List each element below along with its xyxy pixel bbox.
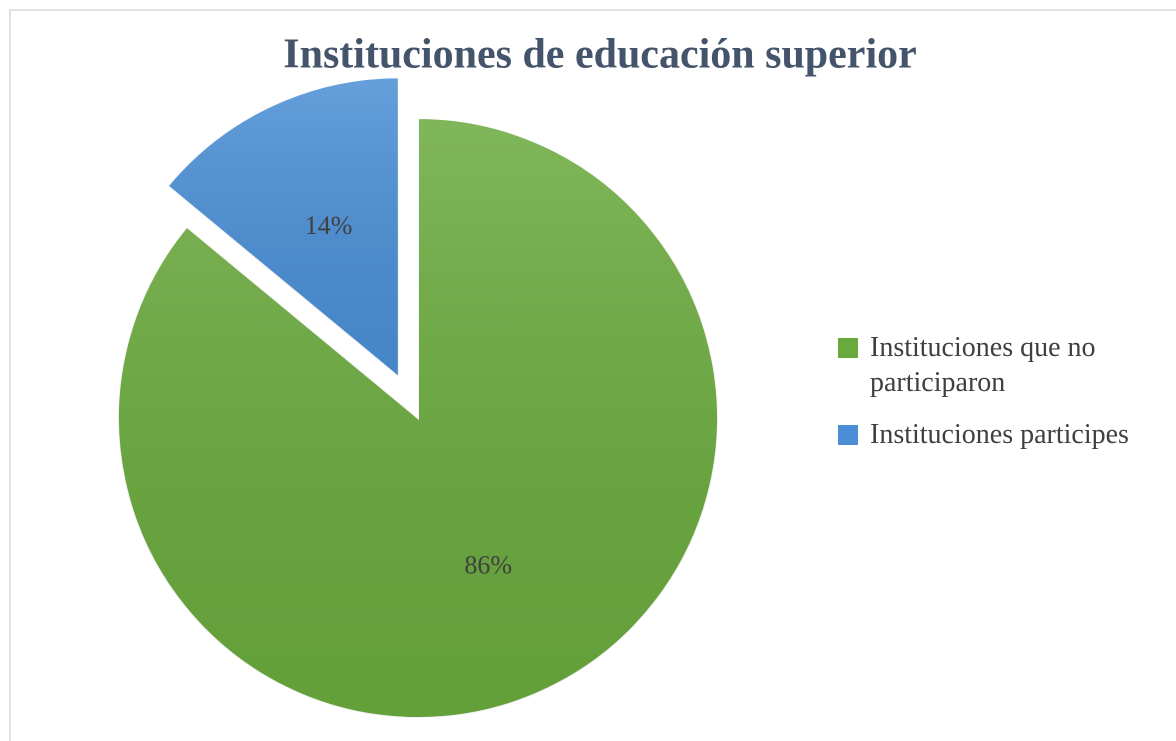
legend-swatch <box>838 338 858 358</box>
legend: Instituciones que no participaron Institu… <box>838 330 1174 469</box>
legend-label: Instituciones que no participaron <box>870 332 1096 398</box>
data-label: 86% <box>464 550 512 579</box>
data-label: 14% <box>305 211 353 240</box>
legend-swatch <box>838 425 858 445</box>
pie <box>117 76 719 719</box>
chart-title: Instituciones de educación superior <box>283 32 917 78</box>
chart-frame <box>9 9 1176 741</box>
slice-shade <box>167 77 399 378</box>
legend-label: Instituciones participes <box>870 419 1129 450</box>
slice-shade <box>117 118 718 718</box>
legend-item: Instituciones participes <box>838 417 1150 452</box>
legend-item: Instituciones que no participaron <box>838 330 1150 400</box>
